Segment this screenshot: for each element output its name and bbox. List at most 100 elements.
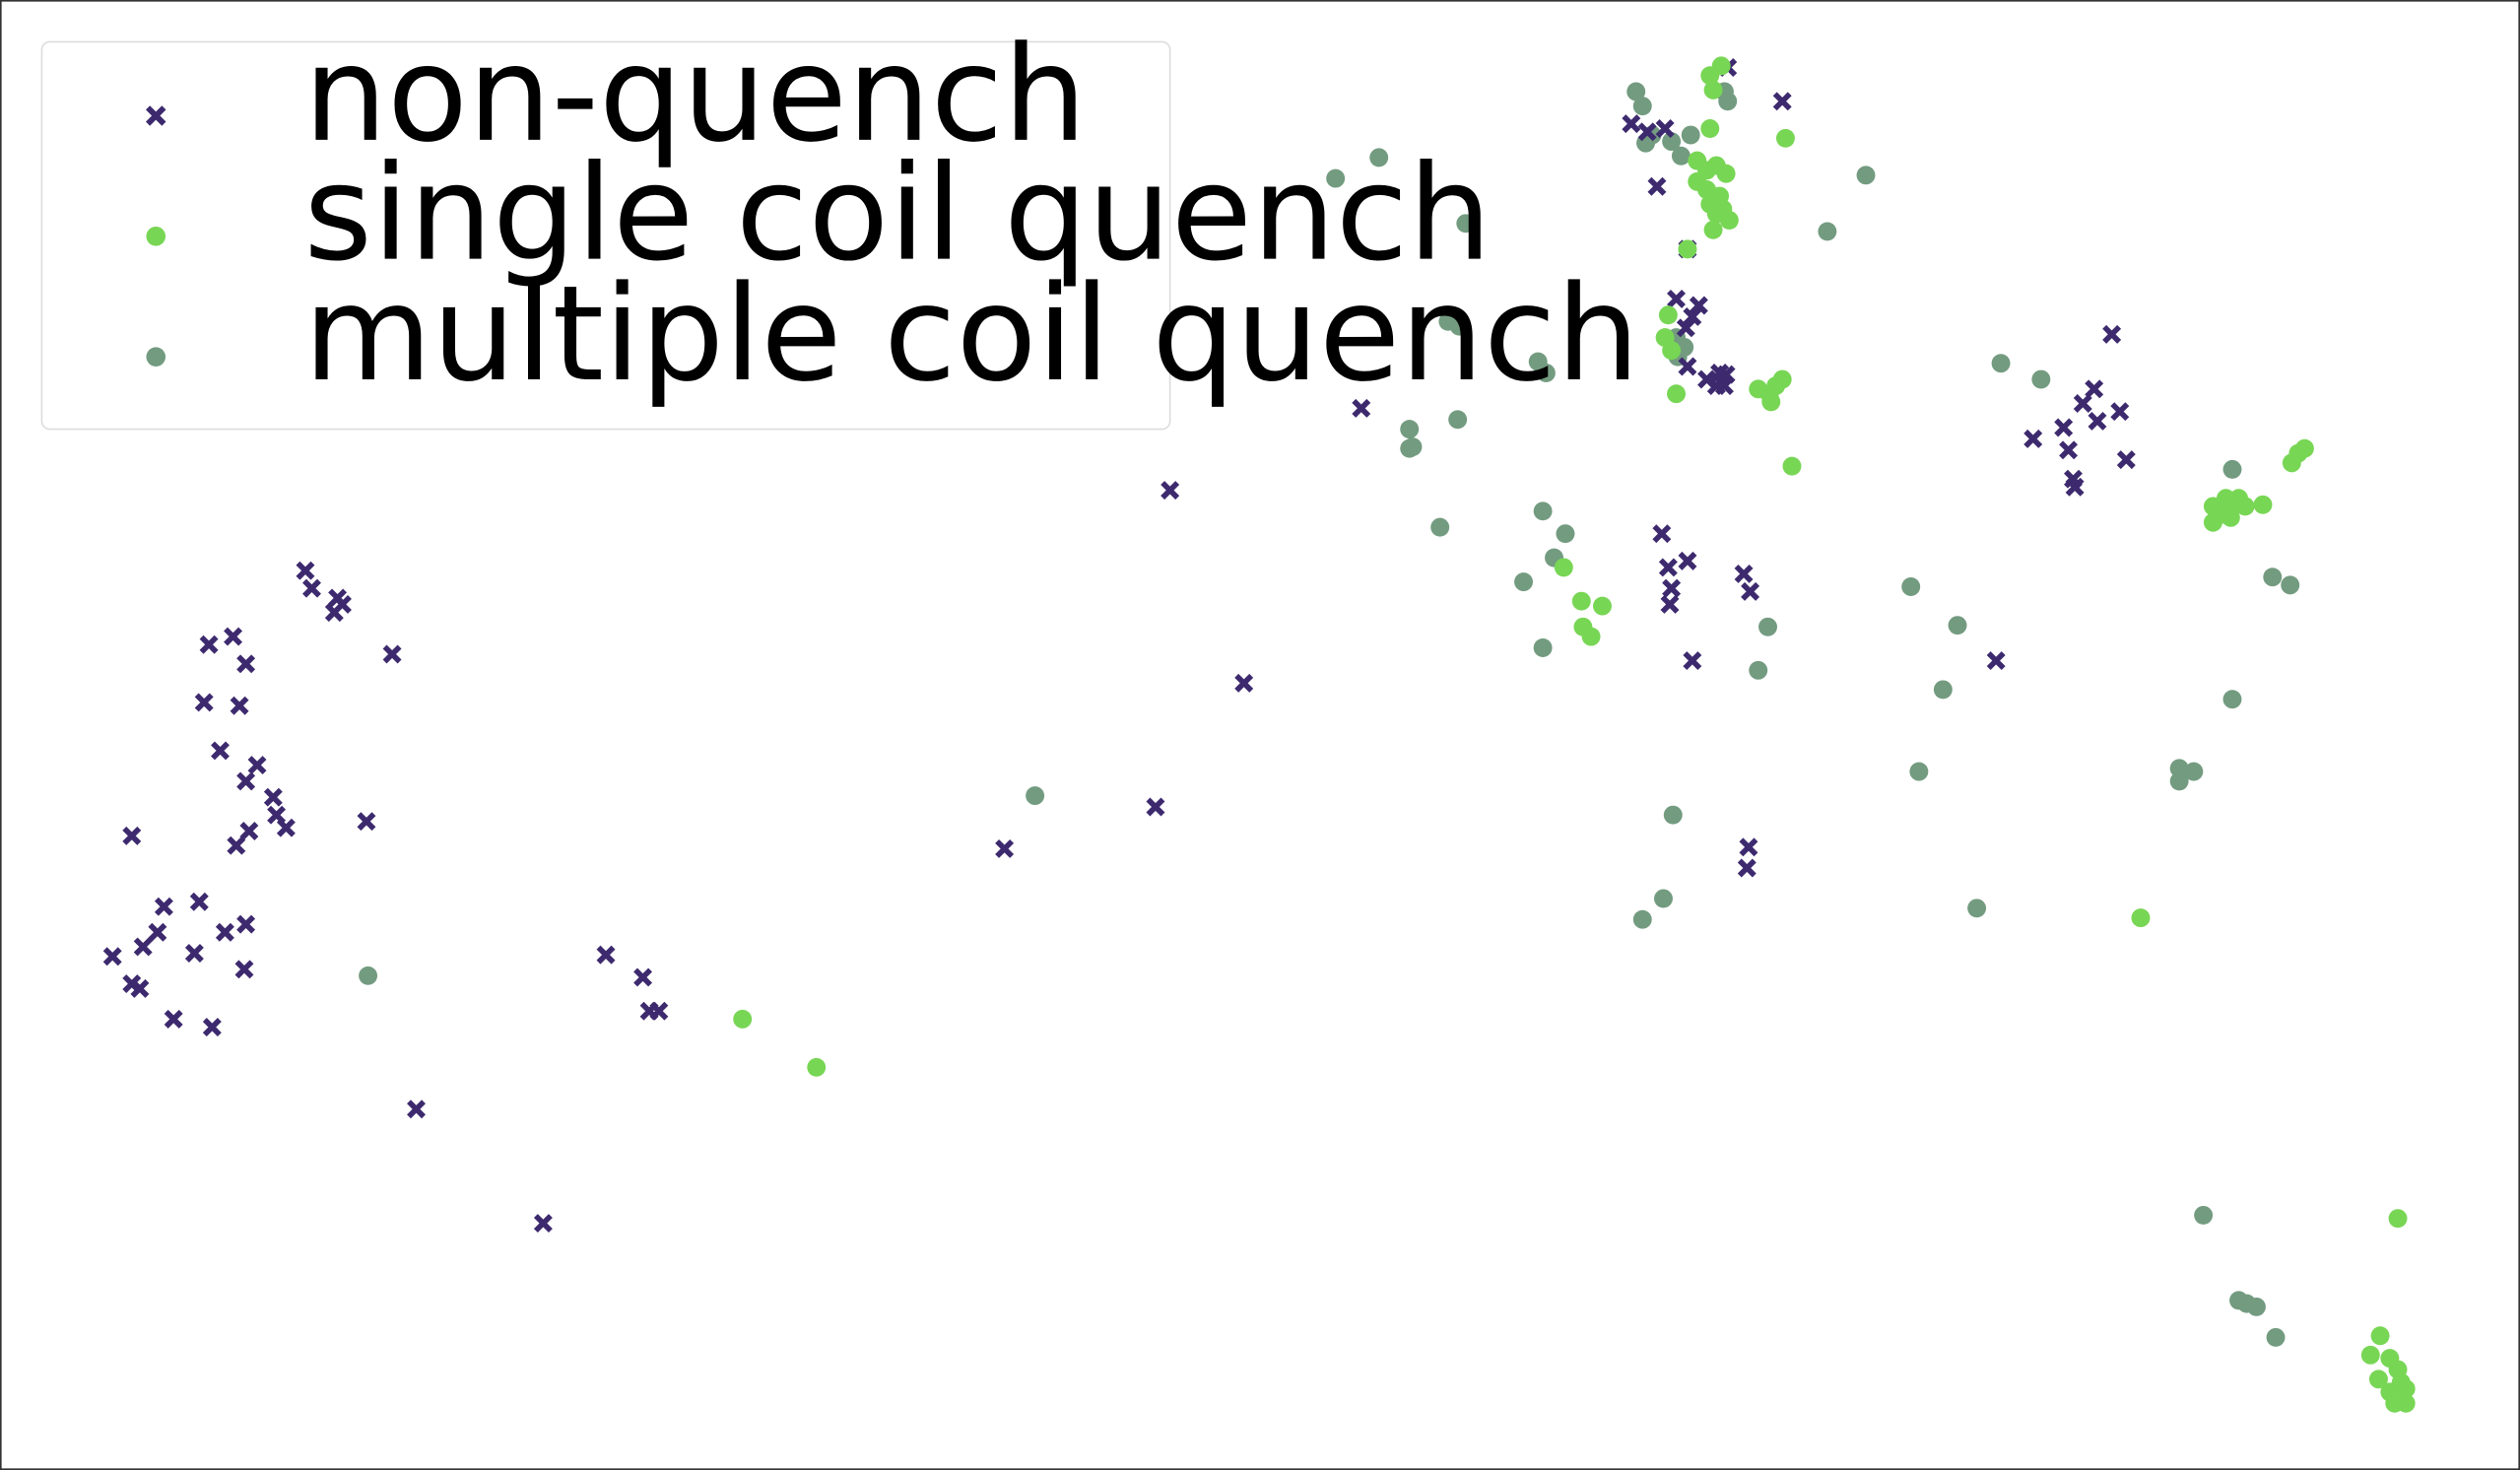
point-non-quench-14 bbox=[263, 787, 283, 807]
point-single-coil-quench-16 bbox=[1703, 220, 1723, 239]
point-non-quench-53 bbox=[1689, 296, 1708, 315]
point-non-quench-4 bbox=[324, 603, 344, 623]
point-non-quench-36 bbox=[596, 945, 616, 965]
point-non-quench-26 bbox=[133, 937, 153, 957]
point-single-coil-quench-26 bbox=[1761, 392, 1781, 412]
point-non-quench-13 bbox=[236, 771, 256, 791]
point-non-quench-62 bbox=[1652, 524, 1672, 544]
point-non-quench-55 bbox=[1676, 318, 1695, 338]
point-multiple-coil-quench-24 bbox=[1556, 524, 1575, 544]
point-single-coil-quench-40 bbox=[2203, 512, 2222, 532]
point-multiple-coil-quench-48 bbox=[2281, 575, 2300, 595]
point-non-quench-77 bbox=[2065, 477, 2085, 497]
point-single-coil-quench-2 bbox=[1703, 80, 1723, 100]
point-non-quench-25 bbox=[148, 922, 167, 942]
point-multiple-coil-quench-13 bbox=[1818, 222, 1837, 241]
point-multiple-coil-quench-47 bbox=[2263, 568, 2283, 587]
point-non-quench-45 bbox=[1622, 114, 1641, 134]
point-non-quench-32 bbox=[164, 1009, 183, 1029]
point-multiple-coil-quench-51 bbox=[2169, 771, 2189, 791]
point-single-coil-quench-56 bbox=[2396, 1379, 2416, 1399]
point-multiple-coil-quench-17 bbox=[1536, 364, 1556, 382]
point-non-quench-18 bbox=[227, 835, 246, 855]
point-single-coil-quench-49 bbox=[2370, 1326, 2390, 1346]
point-non-quench-73 bbox=[2023, 429, 2043, 448]
point-non-quench-75 bbox=[2059, 440, 2079, 460]
point-non-quench-27 bbox=[102, 947, 122, 967]
point-non-quench-71 bbox=[1737, 858, 1757, 878]
point-single-coil-quench-50 bbox=[2360, 1345, 2380, 1365]
point-non-quench-66 bbox=[1660, 594, 1680, 614]
point-single-coil-quench-53 bbox=[2368, 1370, 2388, 1389]
point-non-quench-47 bbox=[1655, 119, 1675, 138]
point-single-coil-quench-15 bbox=[1719, 211, 1739, 230]
point-multiple-coil-quench-46 bbox=[2222, 690, 2242, 709]
point-multiple-coil-quench-21 bbox=[1448, 410, 1468, 430]
point-multiple-coil-quench-12 bbox=[1856, 166, 1876, 185]
point-multiple-coil-quench-20 bbox=[1400, 438, 1420, 458]
point-multiple-coil-quench-22 bbox=[1430, 517, 1450, 537]
point-non-quench-12 bbox=[247, 756, 267, 775]
point-non-quench-5 bbox=[382, 644, 402, 664]
point-multiple-coil-quench-4 bbox=[1662, 132, 1682, 152]
point-non-quench-7 bbox=[224, 627, 243, 646]
point-non-quench-65 bbox=[1662, 578, 1682, 598]
point-multiple-coil-quench-41 bbox=[1901, 577, 1921, 596]
point-non-quench-68 bbox=[1741, 581, 1760, 601]
legend-marker-dot bbox=[146, 227, 166, 246]
point-multiple-coil-quench-11 bbox=[1456, 214, 1476, 234]
point-non-quench-21 bbox=[154, 897, 173, 916]
point-multiple-coil-quench-6 bbox=[1671, 146, 1691, 166]
point-single-coil-quench-33 bbox=[733, 1009, 753, 1029]
point-multiple-coil-quench-33 bbox=[1663, 805, 1683, 825]
point-single-coil-quench-28 bbox=[1554, 558, 1573, 577]
point-non-quench-46 bbox=[1637, 122, 1657, 142]
point-non-quench-80 bbox=[2088, 411, 2107, 431]
point-multiple-coil-quench-5 bbox=[1681, 125, 1700, 145]
point-non-quench-39 bbox=[649, 1001, 669, 1021]
point-non-quench-20 bbox=[122, 826, 142, 845]
point-multiple-coil-quench-34 bbox=[1654, 889, 1673, 908]
point-multiple-coil-quench-18 bbox=[1400, 420, 1420, 439]
point-multiple-coil-quench-50 bbox=[2184, 762, 2204, 781]
legend-label-single-coil-quench: single coil quench bbox=[303, 137, 1492, 291]
point-single-coil-quench-4 bbox=[1775, 128, 1795, 148]
point-non-quench-82 bbox=[2110, 402, 2130, 422]
point-multiple-coil-quench-27 bbox=[1533, 638, 1553, 657]
point-multiple-coil-quench-35 bbox=[1632, 909, 1652, 929]
point-non-quench-17 bbox=[239, 822, 259, 840]
point-single-coil-quench-41 bbox=[2221, 507, 2240, 527]
point-non-quench-50 bbox=[1772, 92, 1792, 111]
point-non-quench-8 bbox=[236, 654, 256, 674]
point-non-quench-9 bbox=[194, 693, 214, 712]
point-non-quench-56 bbox=[1678, 357, 1697, 376]
point-single-coil-quench-34 bbox=[807, 1057, 827, 1077]
point-single-coil-quench-8 bbox=[1716, 164, 1736, 183]
point-non-quench-10 bbox=[230, 696, 249, 715]
point-multiple-coil-quench-40 bbox=[2222, 459, 2242, 479]
point-multiple-coil-quench-10 bbox=[1369, 148, 1389, 167]
point-non-quench-61 bbox=[1715, 376, 1734, 396]
point-single-coil-quench-29 bbox=[1571, 591, 1591, 611]
point-non-quench-28 bbox=[184, 944, 204, 963]
point-multiple-coil-quench-26 bbox=[1514, 572, 1534, 592]
legend-entry-single-coil-quench: single coil quench bbox=[146, 137, 1492, 291]
point-non-quench-24 bbox=[215, 922, 234, 942]
legend: non-quench single coil quench multiple c… bbox=[40, 18, 1639, 431]
point-non-quench-22 bbox=[189, 892, 209, 911]
point-multiple-coil-quench-9 bbox=[1326, 168, 1346, 188]
legend-label-non-quench: non-quench bbox=[303, 18, 1087, 171]
legend-entry-multiple-coil-quench: multiple coil quench bbox=[146, 257, 1639, 411]
point-single-coil-quench-48 bbox=[2388, 1209, 2408, 1229]
point-non-quench-31 bbox=[234, 960, 254, 979]
point-non-quench-42 bbox=[1234, 673, 1254, 693]
point-non-quench-1 bbox=[302, 578, 321, 598]
point-multiple-coil-quench-8 bbox=[1718, 92, 1738, 111]
point-non-quench-63 bbox=[1658, 558, 1678, 577]
point-non-quench-70 bbox=[1739, 837, 1758, 857]
point-non-quench-64 bbox=[1678, 551, 1697, 570]
point-multiple-coil-quench-23 bbox=[1533, 501, 1553, 521]
point-multiple-coil-quench-0 bbox=[1626, 82, 1646, 101]
point-single-coil-quench-17 bbox=[1678, 239, 1697, 259]
